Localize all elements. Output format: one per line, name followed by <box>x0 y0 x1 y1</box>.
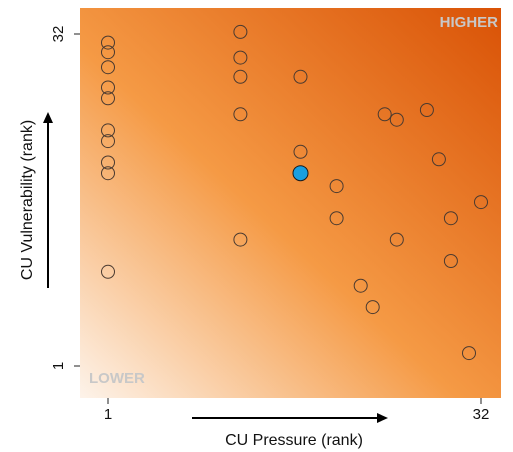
data-point-3 <box>101 60 115 75</box>
data-point-30 <box>474 195 488 210</box>
data-point-25 <box>419 103 434 117</box>
y-tick-label-min: 1 <box>50 362 67 370</box>
data-point-2 <box>101 45 115 60</box>
data-point-28 <box>443 254 458 268</box>
x-axis-arrowhead <box>377 413 388 423</box>
y-tick-label-max: 32 <box>50 26 67 43</box>
data-point-1 <box>101 35 115 50</box>
plot-area-background <box>80 8 501 398</box>
lower-label: LOWER <box>89 370 145 387</box>
data-point-6 <box>101 123 115 138</box>
x-tick-label-min: 1 <box>104 406 112 423</box>
x-axis-title: CU Pressure (rank) <box>225 432 363 449</box>
data-point-26 <box>431 152 446 167</box>
y-axis-title: CU Vulnerability (rank) <box>19 120 36 280</box>
data-point-15 <box>233 232 248 247</box>
axis-arrows <box>43 112 388 423</box>
data-point-4 <box>101 80 115 95</box>
y-axis-arrowhead <box>43 112 53 123</box>
data-point-12 <box>233 50 248 65</box>
highlighted-data-point <box>292 165 309 182</box>
data-point-20 <box>353 278 368 293</box>
data-point-8 <box>101 155 115 170</box>
data-point-19 <box>329 211 344 226</box>
data-point-27 <box>443 211 458 226</box>
data-point-16 <box>293 69 308 84</box>
data-point-21 <box>365 300 380 315</box>
points-layer <box>101 24 488 361</box>
data-point-14 <box>233 107 248 122</box>
higher-label: HIGHER <box>440 14 499 31</box>
data-point-5 <box>101 91 115 106</box>
data-point-29 <box>462 346 476 361</box>
data-point-11 <box>233 24 248 39</box>
data-point-17 <box>293 144 308 159</box>
data-point-22 <box>377 107 392 122</box>
data-point-9 <box>101 166 115 181</box>
data-point-23 <box>389 112 404 127</box>
data-point-18 <box>329 179 344 194</box>
x-tick-label-max: 32 <box>473 406 490 423</box>
data-point-7 <box>101 134 115 149</box>
axes: 1 32 1 32 <box>50 26 489 423</box>
corner-labels: HIGHER LOWER <box>89 14 498 387</box>
data-point-13 <box>233 69 248 84</box>
data-point-24 <box>389 232 404 247</box>
data-point-10 <box>101 264 115 279</box>
